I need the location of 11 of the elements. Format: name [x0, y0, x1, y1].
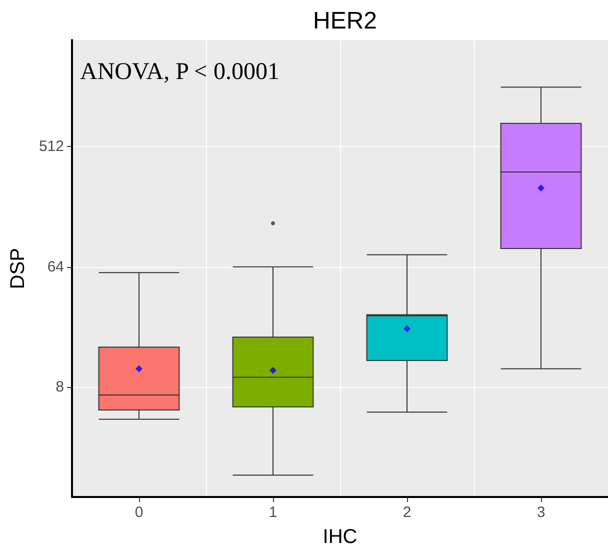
annotation: ANOVA, P < 0.0001: [80, 59, 280, 85]
x-tick-label: 2: [402, 504, 412, 521]
x-tick-label: 3: [536, 504, 546, 521]
y-axis-title: DSP: [7, 248, 30, 290]
x-tick-label: 1: [268, 504, 278, 521]
chart-title: HER2: [312, 8, 378, 34]
y-tick-label: 512: [38, 138, 64, 156]
y-tick-label: 64: [47, 258, 64, 276]
x-axis-title: IHC: [322, 526, 358, 548]
x-tick-label: 0: [134, 504, 144, 521]
y-tick-label: 8: [56, 378, 64, 396]
